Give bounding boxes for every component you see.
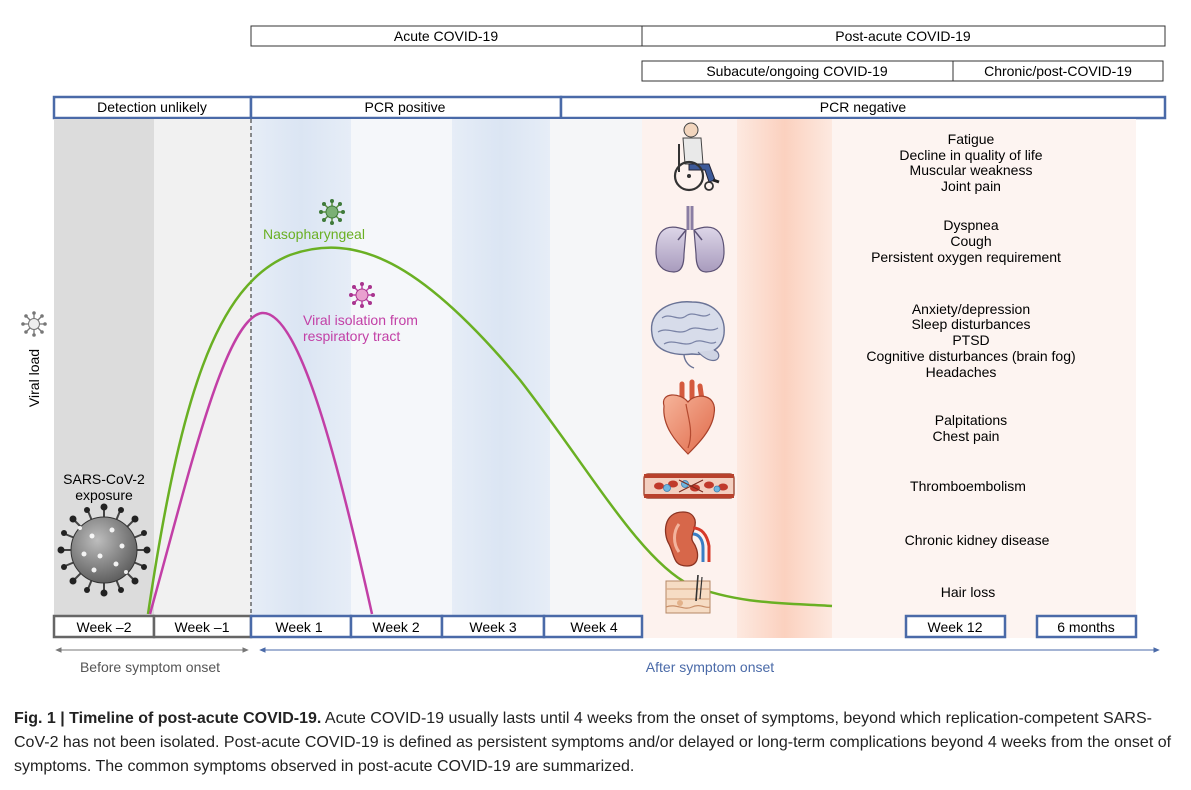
- before-onset-label: Before symptom onset: [80, 659, 220, 675]
- week-box-4: [542, 614, 644, 639]
- acute-covid-label: Acute COVID-19: [394, 28, 498, 44]
- symptom-decline-quality-of-life: Decline in quality of life: [899, 147, 1042, 163]
- symptom-group-vascular: Thromboembolism: [910, 478, 1026, 494]
- viral-isolation-label-line1: Viral isolation from: [303, 312, 418, 328]
- wheelchair-icon: [673, 122, 720, 192]
- week-label-4: Week 4: [570, 619, 617, 635]
- symptom-thromboembolism: Thromboembolism: [910, 478, 1026, 494]
- symptom-headaches: Headaches: [926, 364, 997, 380]
- pcr-headers: Detection unlikely PCR positive PCR nega…: [52, 95, 1167, 120]
- symptom-joint-pain: Joint pain: [941, 178, 1001, 194]
- six-months-box: [1035, 614, 1138, 639]
- symptom-group-cardiac: Palpitations Chest pain: [933, 412, 1008, 444]
- caption-lead: Fig. 1 | Timeline of post-acute COVID-19…: [14, 710, 322, 727]
- pcr-positive-label: PCR positive: [365, 99, 446, 115]
- viral-load-virus-icon: [21, 311, 47, 337]
- symptom-ptsd: PTSD: [952, 332, 989, 348]
- symptom-persistent-oxygen: Persistent oxygen requirement: [871, 249, 1061, 265]
- symptom-group-respiratory: Dyspnea Cough Persistent oxygen requirem…: [871, 217, 1061, 265]
- post-acute-covid-box: [641, 25, 1166, 47]
- lungs-icon: [655, 206, 725, 273]
- band-post-acute-mid: [737, 119, 832, 638]
- symptom-dyspnea: Dyspnea: [943, 217, 998, 233]
- nasopharyngeal-virus-icon: [319, 199, 345, 225]
- nasopharyngeal-label: Nasopharyngeal: [263, 226, 365, 242]
- symptom-sleep-disturbances: Sleep disturbances: [911, 316, 1030, 332]
- pcr-negative-label: PCR negative: [820, 99, 907, 115]
- week-label-minus-2: Week –2: [77, 619, 132, 635]
- symptom-group-general: Fatigue Decline in quality of life Muscu…: [899, 131, 1042, 194]
- heart-icon: [662, 379, 715, 455]
- post-acute-covid-label: Post-acute COVID-19: [835, 28, 971, 44]
- exposure-label-line1: SARS-CoV-2: [63, 471, 145, 487]
- caption-text: Acute COVID-19 usually lasts until 4 wee…: [14, 710, 1172, 775]
- exposure-label-line2: exposure: [75, 487, 133, 503]
- skin-hair-icon: [665, 574, 711, 614]
- chronic-covid-label: Chronic/post-COVID-19: [984, 63, 1132, 79]
- post-acute-covid-timeline-figure: Acute COVID-19 Post-acute COVID-19 Subac…: [21, 25, 1167, 675]
- week-label-minus-1: Week –1: [175, 619, 230, 635]
- band-week-1: [251, 119, 351, 616]
- detection-unlikely-label: Detection unlikely: [97, 99, 207, 115]
- symptom-cognitive-disturbances: Cognitive disturbances (brain fog): [866, 348, 1075, 364]
- symptom-chest-pain: Chest pain: [933, 428, 1000, 444]
- week-label-2: Week 2: [372, 619, 419, 635]
- symptom-muscular-weakness: Muscular weakness: [910, 162, 1033, 178]
- symptom-chronic-kidney-disease: Chronic kidney disease: [905, 532, 1050, 548]
- blood-vessel-icon: [643, 473, 735, 499]
- subacute-covid-label: Subacute/ongoing COVID-19: [706, 63, 888, 79]
- symptom-group-dermatologic: Hair loss: [941, 584, 995, 600]
- sars-cov-2-virus-icon: [57, 503, 151, 597]
- after-onset-label: After symptom onset: [646, 659, 774, 675]
- brain-icon: [650, 301, 725, 369]
- band-week-2: [351, 119, 452, 616]
- week-axis: Week –2 Week –1 Week 1 Week 2 Week 3 Wee…: [52, 614, 1138, 639]
- phase-headers: Acute COVID-19 Post-acute COVID-19 Subac…: [250, 25, 1166, 82]
- pcr-negative-box: [559, 95, 1167, 120]
- viral-load-axis-label: Viral load: [26, 349, 42, 407]
- band-week-4: [550, 119, 642, 616]
- week-label-12: Week 12: [928, 619, 983, 635]
- viral-isolation-curve: [148, 311, 374, 615]
- symptom-hair-loss: Hair loss: [941, 584, 995, 600]
- week-label-3: Week 3: [469, 619, 516, 635]
- viral-isolation-label-line2: respiratory tract: [303, 328, 400, 344]
- band-week-3: [452, 119, 550, 616]
- week-box-12: [904, 614, 1007, 639]
- week-label-1: Week 1: [275, 619, 322, 635]
- viral-isolation-virus-icon: [349, 282, 375, 308]
- kidney-icon: [664, 511, 711, 567]
- chronic-covid-box: [952, 60, 1164, 82]
- six-months-label: 6 months: [1057, 619, 1115, 635]
- band-chronic: [832, 119, 1136, 638]
- symptom-group-renal: Chronic kidney disease: [905, 532, 1050, 548]
- figure-caption: Fig. 1 | Timeline of post-acute COVID-19…: [14, 707, 1179, 779]
- symptom-cough: Cough: [950, 233, 991, 249]
- symptom-anxiety-depression: Anxiety/depression: [912, 301, 1030, 317]
- symptom-group-neuropsychiatric: Anxiety/depression Sleep disturbances PT…: [866, 301, 1075, 380]
- symptom-fatigue: Fatigue: [948, 131, 995, 147]
- symptom-palpitations: Palpitations: [935, 412, 1007, 428]
